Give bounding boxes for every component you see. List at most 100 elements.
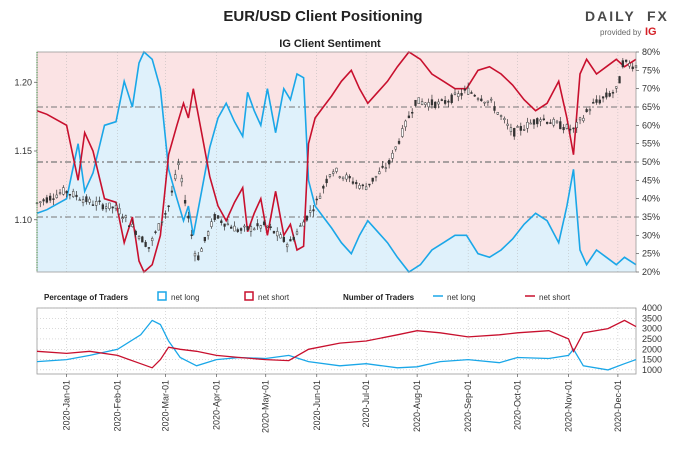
candle-body [631, 66, 634, 70]
x-axis: 2020-Jan-01 2020-Feb-01 2020-Mar-01 2020-Ap… [62, 374, 623, 433]
x-tick-label: 2020-Jan-01 [62, 380, 72, 431]
traders-tick-label: 1000 [642, 365, 662, 375]
legend-pct-long-swatch [157, 291, 167, 301]
candle-body [545, 121, 549, 124]
candle-body [516, 126, 519, 128]
candle-body [299, 225, 302, 227]
candle-body [341, 176, 345, 180]
candle-body [394, 146, 397, 150]
candle-body [101, 204, 104, 210]
candle-body [457, 93, 460, 97]
chart-title: EUR/USD Client Positioning [223, 8, 422, 25]
candle-body [466, 87, 470, 95]
x-tick-label: 2020-Nov-01 [564, 380, 574, 432]
candle-body [197, 255, 200, 261]
candle-body [256, 223, 259, 227]
candle-body [378, 171, 381, 175]
candle-body [177, 162, 180, 166]
net-short-pct-line [36, 50, 637, 274]
candle-body [605, 92, 608, 98]
candle-body [460, 92, 463, 96]
candle-body [121, 217, 124, 220]
legend-pct-title: Percentage of Traders [44, 293, 129, 302]
candle-body [417, 97, 420, 104]
candle-body [164, 213, 167, 215]
candle-body [111, 206, 114, 209]
net-short-count-line [36, 319, 637, 369]
x-tick-label: 2020-Oct-01 [513, 380, 523, 430]
candle-body [532, 119, 536, 125]
price-tick-label: 1.15 [14, 146, 32, 156]
candle-body [355, 182, 358, 185]
pct-tick-label: 60% [642, 120, 660, 130]
pct-tick-label: 55% [642, 139, 660, 149]
sentiment-panel: 1.10 1.15 1.20 20% 25% 30% 35% 40% 45% 50% 55% 60% 6… [14, 47, 660, 277]
candle-body [404, 120, 407, 128]
candle-body [309, 210, 312, 213]
candle-body [230, 226, 233, 229]
price-tick-label: 1.10 [14, 215, 32, 225]
x-tick-label: 2020-May-01 [261, 380, 271, 433]
candle-body [200, 248, 203, 252]
legend-pct-short-swatch [244, 291, 254, 301]
candle-body [437, 101, 440, 105]
candle-body [104, 206, 108, 209]
candle-body [575, 122, 578, 128]
dailyfx-logo: DAILY FX provided by IG [585, 8, 667, 38]
candle-body [282, 236, 285, 242]
candle-body [496, 112, 499, 115]
candle-body [292, 237, 295, 241]
candle-body [42, 199, 45, 202]
candle-body [358, 185, 361, 189]
candle-body [608, 93, 611, 97]
candle-body [62, 187, 65, 195]
candle-body [384, 167, 388, 169]
candle-body [88, 198, 91, 203]
candle-body [114, 205, 118, 209]
candle-body [503, 118, 506, 120]
price-candles [35, 58, 638, 262]
candle-body [72, 191, 75, 197]
candle-body [588, 109, 592, 112]
net-long-count-line [36, 319, 637, 371]
candle-body [269, 226, 272, 228]
candle-body [157, 223, 160, 231]
logo-provided: provided by [600, 28, 641, 37]
candle-body [246, 226, 249, 231]
candle-body [595, 99, 598, 103]
candle-body [562, 127, 565, 131]
pct-tick-label: 70% [642, 84, 660, 94]
candle-body [151, 238, 154, 242]
candle-body [582, 117, 585, 122]
candle-body [39, 201, 42, 203]
candle-body [506, 123, 509, 126]
candle-body [420, 101, 424, 105]
candle-body [388, 160, 391, 165]
candle-body [499, 115, 503, 117]
candle-body [450, 94, 453, 103]
candle-body [338, 176, 341, 178]
candle-body [81, 199, 85, 203]
pct-tick-label: 35% [642, 212, 660, 222]
candle-body [187, 215, 190, 219]
x-tick-label: 2020-Jun-01 [312, 380, 322, 431]
candle-body [223, 223, 226, 227]
candle-body [559, 121, 562, 130]
candle-body [183, 199, 187, 204]
candle-body [144, 241, 147, 247]
candle-body [249, 226, 253, 232]
candle-body [131, 224, 134, 227]
candle-body [160, 221, 164, 223]
traders-tick-label: 3500 [642, 313, 662, 323]
candle-body [174, 174, 177, 180]
candle-body [332, 171, 335, 174]
candle-body [361, 184, 364, 187]
pct-tick-label: 80% [642, 47, 660, 57]
legend-pct-long: net long [171, 293, 199, 302]
candle-body [542, 118, 545, 121]
candle-body [180, 177, 183, 183]
candle-body [253, 228, 256, 231]
logo-ig: IG [645, 26, 657, 38]
candle-body [539, 119, 542, 122]
